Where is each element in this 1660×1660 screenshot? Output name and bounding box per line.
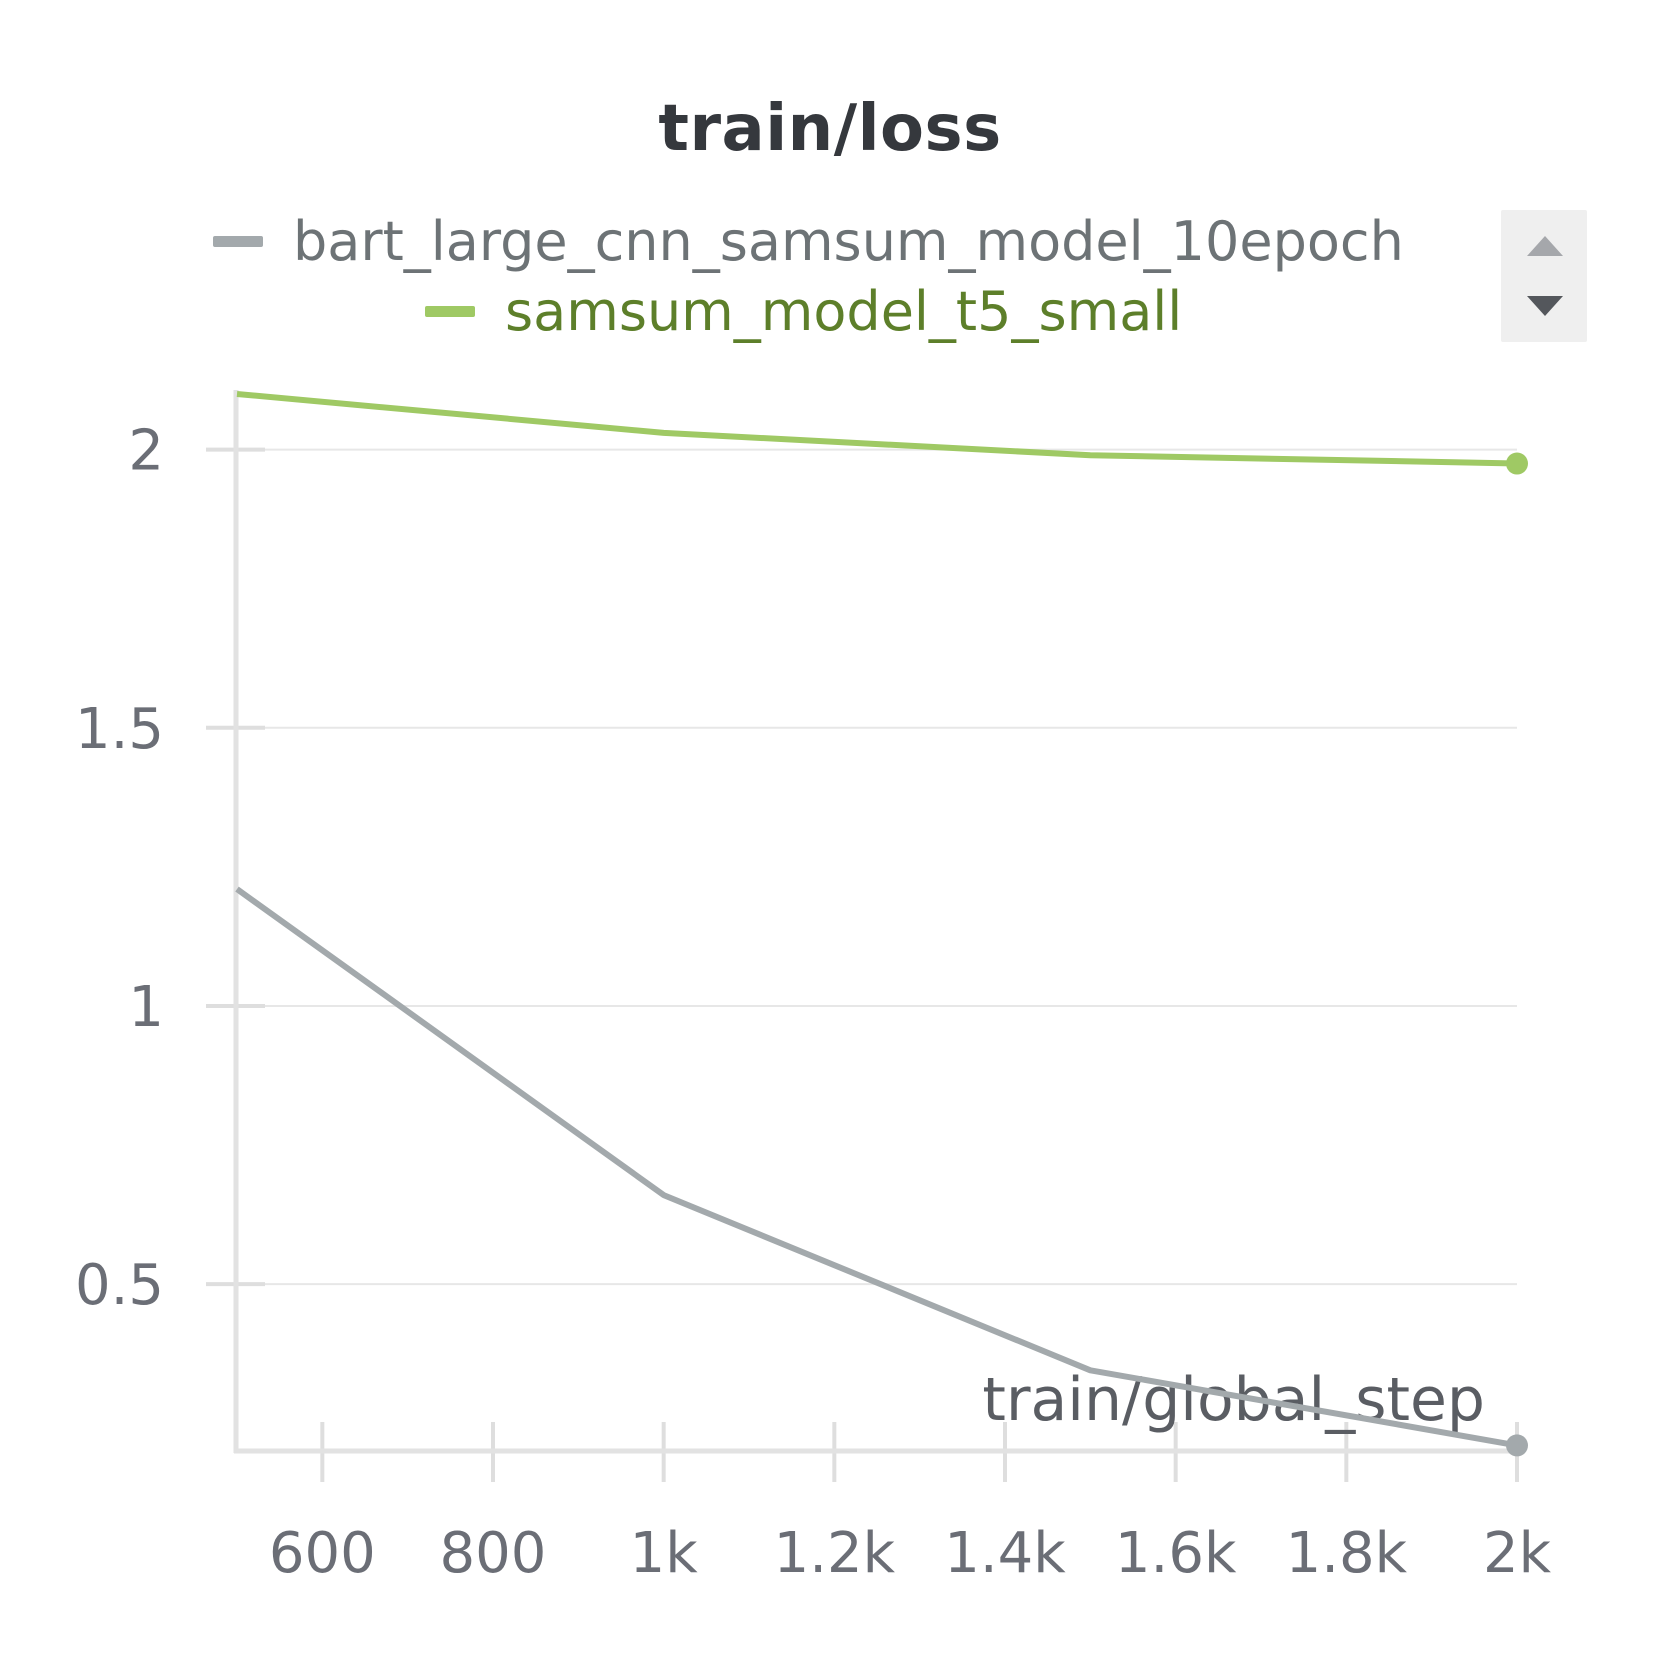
scroll-down-icon[interactable] [1527,296,1563,316]
legend-label-t5: samsum_model_t5_small [505,279,1183,343]
tick-labels: 0.5 1 1.5 2 600 800 1k 1.2k 1.4k 1.6k 1.8k 2k [75,419,1552,1586]
x-tick-label: 800 [440,1521,547,1586]
x-tick-label: 1.2k [774,1521,896,1586]
legend-swatch-t5 [425,305,475,317]
series-end-marker-1 [1506,452,1528,475]
legend-swatch-bart [213,235,263,247]
series [235,391,1528,1457]
y-tick-label: 1 [128,975,164,1040]
x-tick-label: 1.6k [1115,1521,1237,1586]
chart-title: train/loss [658,92,1002,166]
series-end-marker-0 [1506,1434,1528,1457]
grid-lines [264,448,1517,1286]
series-line-1 [236,391,1518,467]
legend-item-bart[interactable]: bart_large_cnn_samsum_model_10epoch [213,206,1404,276]
x-tick-label: 2k [1483,1521,1552,1586]
scroll-up-icon[interactable] [1527,236,1563,256]
legend-item-t5[interactable]: samsum_model_t5_small [425,276,1182,346]
x-tick-label: 600 [269,1521,376,1586]
y-tick-label: 1.5 [75,697,164,762]
y-tick-label: 2 [128,419,164,484]
x-tick-label: 1k [630,1521,699,1586]
axes [206,390,1519,1482]
x-tick-label: 1.4k [944,1521,1066,1586]
legend-label-bart: bart_large_cnn_samsum_model_10epoch [293,209,1404,273]
y-tick-label: 0.5 [75,1253,164,1318]
series-line-0 [235,886,1518,1449]
x-tick-label: 1.8k [1286,1521,1408,1586]
legend-scroller [1501,210,1587,342]
